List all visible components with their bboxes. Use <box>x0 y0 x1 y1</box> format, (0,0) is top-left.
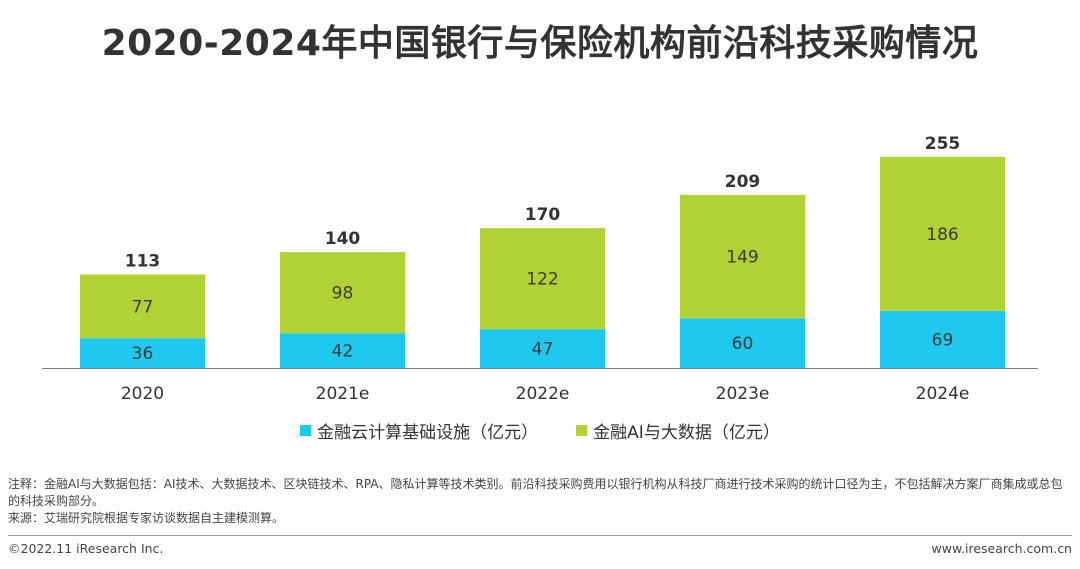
legend-item-cloud: 金融云计算基础设施（亿元） <box>300 418 538 443</box>
bar-segment-ai-2020 <box>80 274 205 339</box>
source-text: 来源：艾瑞研究院根据专家访谈数据自主建模测算。 <box>8 511 285 525</box>
data-label-cloud-2021e: 42 <box>332 342 354 362</box>
legend-label-ai: 金融AI与大数据（亿元） <box>593 423 780 443</box>
data-label-cloud-2020: 36 <box>132 344 154 364</box>
x-tick-label-2022e: 2022e <box>516 384 570 404</box>
x-tick-label-2024e: 2024e <box>916 384 970 404</box>
bar-segment-cloud-2023e <box>680 318 805 368</box>
total-label-2022e: 170 <box>525 205 561 225</box>
x-tick-label-2021e: 2021e <box>316 384 370 404</box>
stacked-bar-chart: 36 77 113 2020 42 98 140 2021e 47 122 170 2022e 60 14… <box>42 134 1038 404</box>
total-label-2024e: 255 <box>925 134 961 154</box>
legend-label-cloud: 金融云计算基础设施（亿元） <box>317 423 539 443</box>
footer-divider <box>8 535 1072 536</box>
bar-segment-cloud-2021e <box>280 333 405 368</box>
data-label-ai-2024e: 186 <box>926 225 958 245</box>
total-label-2023e: 209 <box>725 172 761 192</box>
bar-segment-cloud-2020 <box>80 338 205 368</box>
x-tick-label-2023e: 2023e <box>716 384 770 404</box>
bar-segment-ai-2024e <box>880 156 1005 311</box>
chart-legend: 金融云计算基础设施（亿元） 金融AI与大数据（亿元） <box>0 418 1080 443</box>
footer-website[interactable]: www.iresearch.com.cn <box>931 541 1073 556</box>
total-label-2021e: 140 <box>325 229 361 249</box>
legend-item-ai: 金融AI与大数据（亿元） <box>576 418 780 443</box>
data-label-cloud-2022e: 47 <box>532 340 554 360</box>
data-label-cloud-2024e: 69 <box>932 330 954 350</box>
legend-swatch-cloud <box>300 425 312 436</box>
bar-segment-ai-2022e <box>480 228 605 330</box>
footer-copyright: ©2022.11 iResearch Inc. <box>8 541 164 556</box>
data-label-ai-2020: 77 <box>132 297 154 317</box>
bar-segment-ai-2021e <box>280 252 405 334</box>
total-label-2020: 113 <box>125 251 161 271</box>
x-tick-label-2020: 2020 <box>121 384 164 404</box>
legend-swatch-ai <box>576 425 588 436</box>
data-label-ai-2021e: 98 <box>332 284 354 304</box>
data-label-ai-2023e: 149 <box>726 248 758 268</box>
notes-block: 注释：金融AI与大数据包括：AI技术、大数据技术、区块链技术、RPA、隐私计算等… <box>8 476 1072 527</box>
note-text: 注释：金融AI与大数据包括：AI技术、大数据技术、区块链技术、RPA、隐私计算等… <box>8 477 1063 508</box>
data-label-cloud-2023e: 60 <box>732 334 754 354</box>
chart-title: 2020-2024年中国银行与保险机构前沿科技采购情况 <box>101 23 979 64</box>
bar-segment-cloud-2022e <box>480 329 605 368</box>
bar-segment-cloud-2024e <box>880 310 1005 368</box>
data-label-ai-2022e: 122 <box>526 270 558 290</box>
bar-segment-ai-2023e <box>680 194 805 319</box>
